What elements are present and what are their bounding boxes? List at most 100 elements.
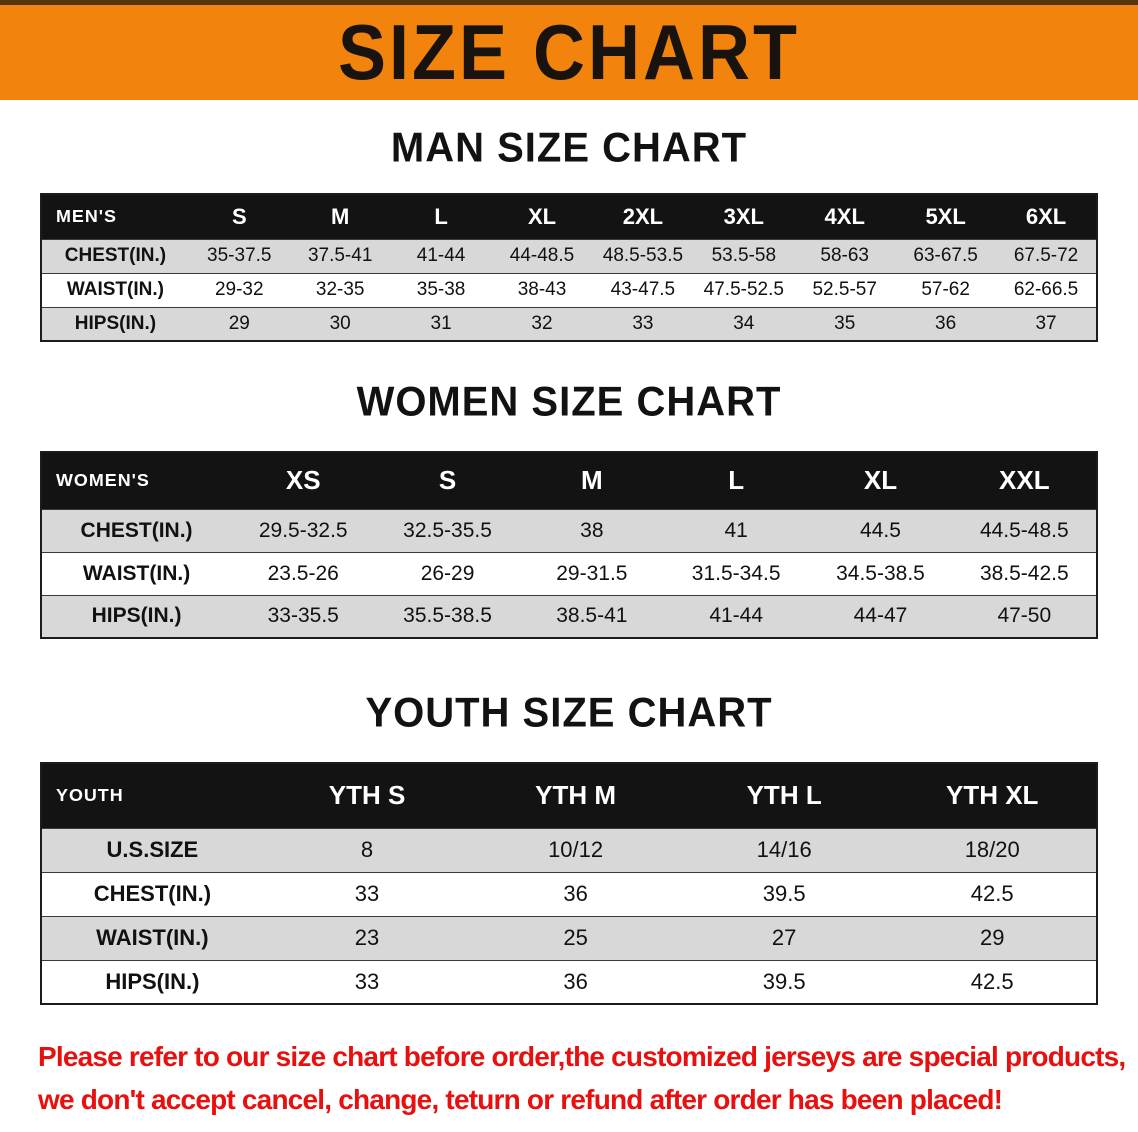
size-column-header: M [519, 452, 665, 509]
size-value-cell: 29.5-32.5 [258, 518, 348, 542]
measurement-label: U.S.SIZE [106, 837, 199, 862]
size-value-cell: 18/20 [964, 837, 1020, 862]
size-value-cell: 35-38 [416, 279, 466, 300]
page-title: SIZE CHART [338, 9, 800, 96]
women-table-head: WOMEN'S XS S M L XL XXL [41, 452, 1097, 509]
measurement-row: WAIST(IN.) 23 25 27 29 [41, 916, 1097, 960]
size-value-cell: 47-50 [997, 604, 1052, 628]
women-table-body: CHEST(IN.) 29.5-32.5 32.5-35.5 38 41 44.5 44.5… [41, 509, 1097, 638]
size-value-cell: 37.5-41 [307, 245, 373, 266]
size-column-header: L [390, 194, 492, 239]
size-value-cell: 29-32 [214, 279, 264, 300]
measurement-label: WAIST(IN.) [82, 561, 191, 585]
disclaimer-line-1: Please refer to our size chart before or… [38, 1041, 1126, 1072]
measurement-label: CHEST(IN.) [64, 245, 167, 266]
measurement-label: WAIST(IN.) [96, 925, 209, 950]
banner: SIZE CHART [0, 0, 1138, 100]
size-value-cell: 32 [531, 312, 553, 334]
size-value-cell: 32-35 [315, 279, 365, 300]
size-value-cell: 37 [1035, 312, 1057, 334]
size-value-cell: 36 [563, 881, 588, 906]
size-value-cell: 42.5 [970, 881, 1014, 906]
size-value-cell: 25 [563, 925, 588, 950]
size-value-cell: 57-62 [921, 279, 970, 300]
size-value-cell: 38 [580, 518, 604, 542]
measurement-row: U.S.SIZE 8 10/12 14/16 18/20 [41, 828, 1097, 872]
size-value-cell: 35.5-38.5 [403, 604, 492, 628]
disclaimer-line-2: we don't accept cancel, change, teturn o… [38, 1084, 1003, 1116]
size-value-cell: 63-67.5 [913, 245, 978, 266]
size-value-cell: 42.5 [970, 968, 1014, 994]
size-column-header: 6XL [996, 194, 1097, 239]
size-value-cell: 29 [979, 925, 1005, 950]
size-value-cell: 34.5-38.5 [836, 561, 925, 585]
size-value-cell: 29 [228, 312, 250, 334]
size-value-cell: 38.5-41 [556, 604, 628, 628]
size-value-cell: 43-47.5 [610, 279, 676, 300]
size-value-cell: 39.5 [762, 968, 806, 994]
measurement-row: CHEST(IN.) 35-37.5 37.5-41 41-44 44-48.5 48.5… [41, 239, 1097, 273]
youth-table-body: U.S.SIZE 8 10/12 14/16 18/20 CHEST(IN.) 33 36 39… [41, 828, 1097, 1004]
size-column-header: XL [808, 452, 953, 509]
women-section-heading: WOMEN SIZE CHART [356, 378, 782, 426]
size-value-cell: 34 [733, 312, 755, 334]
measurement-label: HIPS(IN.) [105, 968, 200, 994]
size-value-cell: 67.5-72 [1013, 245, 1079, 266]
size-column-header: XXL [952, 452, 1097, 509]
size-column-header: YTH M [471, 763, 680, 828]
size-value-cell: 41-44 [709, 604, 764, 628]
size-value-cell: 48.5-53.5 [602, 245, 684, 266]
size-value-cell: 36 [563, 968, 588, 994]
size-value-cell: 53.5-58 [711, 245, 777, 266]
size-value-cell: 39.5 [762, 881, 806, 906]
table-title-cell: MEN'S [41, 194, 189, 239]
size-value-cell: 27 [771, 925, 797, 950]
measurement-row: HIPS(IN.) 33-35.5 35.5-38.5 38.5-41 41-44 44-… [41, 595, 1097, 638]
men-table-head: MEN'S S M L XL 2XL 3XL 4XL 5XL 6XL [41, 194, 1097, 239]
measurement-label: HIPS(IN.) [74, 312, 157, 334]
size-value-cell: 58-63 [820, 245, 870, 266]
men-table-body: CHEST(IN.) 35-37.5 37.5-41 41-44 44-48.5 48.5… [41, 239, 1097, 341]
size-column-header: 5XL [895, 194, 997, 239]
size-value-cell: 10/12 [548, 837, 604, 862]
measurement-row: WAIST(IN.) 29-32 32-35 35-38 38-43 43-47.5 47.… [41, 273, 1097, 307]
size-column-header: 3XL [693, 194, 795, 239]
measurement-label: CHEST(IN.) [93, 881, 212, 906]
size-column-header: XS [231, 452, 376, 509]
women-size-table: WOMEN'S XS S M L XL XXL CHEST(IN.) 29.5-32.5 32.… [40, 451, 1098, 639]
size-column-header: M [289, 194, 391, 239]
size-value-cell: 38.5-42.5 [979, 561, 1069, 585]
size-column-header: 2XL [592, 194, 694, 239]
size-value-cell: 52.5-57 [812, 279, 877, 300]
size-value-cell: 29-31.5 [556, 561, 628, 585]
header-row: WOMEN'S XS S M L XL XXL [41, 452, 1097, 509]
size-column-header: 4XL [794, 194, 896, 239]
size-value-cell: 23.5-26 [267, 561, 339, 585]
size-value-cell: 23 [354, 925, 380, 950]
size-value-cell: 44.5 [860, 518, 901, 542]
size-value-cell: 31 [430, 312, 452, 334]
size-value-cell: 33 [632, 312, 654, 334]
measurement-label: HIPS(IN.) [91, 604, 182, 628]
size-value-cell: 41-44 [416, 245, 466, 266]
size-value-cell: 47.5-52.5 [703, 279, 784, 300]
youth-section-heading: YOUTH SIZE CHART [365, 689, 773, 737]
size-value-cell: 8 [360, 837, 374, 862]
size-value-cell: 26-29 [420, 561, 475, 585]
size-value-cell: 62-66.5 [1013, 279, 1079, 300]
youth-size-table: YOUTH YTH S YTH M YTH L YTH XL U.S.SIZE 8 10/1… [40, 762, 1098, 1005]
size-column-header: S [188, 194, 290, 239]
size-value-cell: 33-35.5 [267, 604, 339, 628]
measurement-row: HIPS(IN.) 33 36 39.5 42.5 [41, 960, 1097, 1004]
size-column-header: XL [491, 194, 593, 239]
size-value-cell: 44.5-48.5 [979, 518, 1069, 542]
men-size-table: MEN'S S M L XL 2XL 3XL 4XL 5XL 6XL CHEST(IN.) 35-3… [40, 193, 1098, 342]
measurement-row: CHEST(IN.) 29.5-32.5 32.5-35.5 38 41 44.5 44.5… [41, 509, 1097, 552]
men-section-heading: MAN SIZE CHART [390, 124, 748, 172]
measurement-row: HIPS(IN.) 29 30 31 32 33 34 35 36 37 [41, 307, 1097, 341]
header-row: YOUTH YTH S YTH M YTH L YTH XL [41, 763, 1097, 828]
table-title-cell: YOUTH [41, 763, 263, 828]
youth-table-head: YOUTH YTH S YTH M YTH L YTH XL [41, 763, 1097, 828]
size-column-header: YTH S [262, 763, 472, 828]
